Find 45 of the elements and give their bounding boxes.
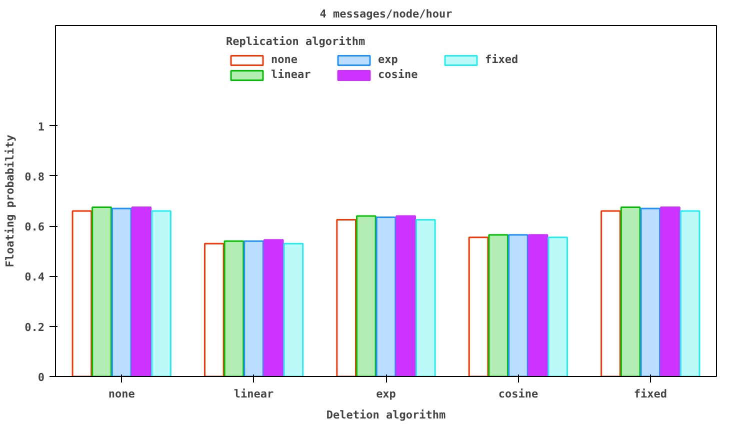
bar xyxy=(508,234,528,376)
bar xyxy=(468,236,489,376)
bar xyxy=(396,215,416,376)
bar xyxy=(204,242,224,376)
bar xyxy=(600,210,621,376)
y-axis-title: Floating probability xyxy=(4,134,17,268)
bar xyxy=(660,206,680,376)
x-tick-label: exp xyxy=(376,388,396,400)
bar xyxy=(528,234,548,376)
y-tick-label: 0.8 xyxy=(24,170,45,184)
bar xyxy=(376,216,396,376)
bar xyxy=(111,208,132,376)
chart-title: 4 messages/node/hour xyxy=(320,8,453,20)
bar xyxy=(356,215,376,376)
bar xyxy=(151,210,172,376)
bar xyxy=(488,234,509,376)
x-tick-label: fixed xyxy=(634,388,667,400)
legend-label: linear xyxy=(271,68,312,81)
bar xyxy=(548,236,568,376)
y-tick-label: 0.2 xyxy=(24,320,45,334)
legend-label: exp xyxy=(378,53,399,66)
y-tick-label: 1 xyxy=(38,120,45,134)
x-tick-label: linear xyxy=(234,388,274,400)
x-tick-label: none xyxy=(108,388,136,400)
legend-label: cosine xyxy=(378,68,419,81)
y-tick-label: 0.6 xyxy=(24,220,45,234)
bar xyxy=(263,239,284,376)
bar xyxy=(640,208,661,376)
bar xyxy=(224,240,244,376)
bar xyxy=(283,242,304,376)
bar xyxy=(72,210,92,376)
bar xyxy=(336,219,357,376)
legend-title: Replication algorithm xyxy=(226,35,366,48)
x-axis-title: Deletion algorithm xyxy=(326,408,446,422)
bar xyxy=(92,206,112,376)
bar xyxy=(680,210,700,376)
y-tick-label: 0 xyxy=(38,371,44,384)
y-tick-label: 0.4 xyxy=(24,270,45,284)
legend-label: fixed xyxy=(485,53,520,66)
bar xyxy=(415,219,436,376)
bar xyxy=(244,240,264,376)
bar xyxy=(620,206,641,376)
legend-label: none xyxy=(271,53,298,66)
bar xyxy=(131,206,152,376)
x-tick-label: cosine xyxy=(498,388,538,400)
